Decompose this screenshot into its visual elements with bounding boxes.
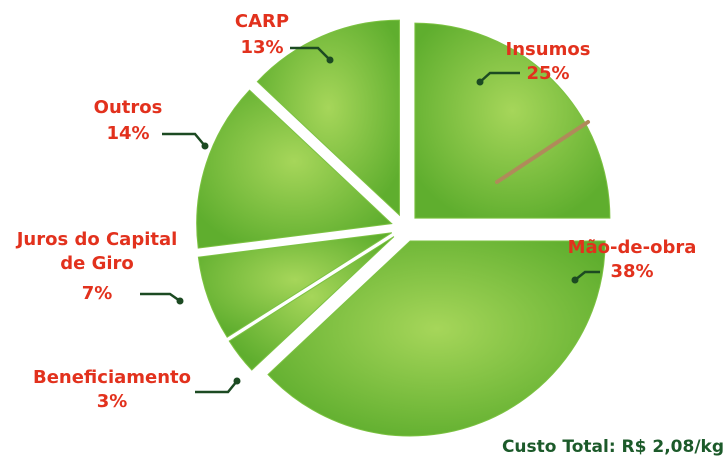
slice-name: Outros <box>68 96 188 120</box>
page: Custo Total: R$ 2,08/kg Insumos25% Mão-de… <box>0 0 728 463</box>
slice-percent: 38% <box>610 260 653 284</box>
slice-percent: 14% <box>106 122 149 146</box>
slice-percent: 25% <box>526 62 569 86</box>
footnote: Custo Total: R$ 2,08/kg <box>502 437 724 457</box>
leader-dot <box>234 378 241 385</box>
slice-percent: 3% <box>97 390 128 414</box>
leader-dot <box>477 79 484 86</box>
leader-dot <box>327 57 334 64</box>
slice-name: Mão-de-obra <box>552 236 712 260</box>
slice-percent: 13% <box>240 36 283 60</box>
leader-line <box>140 294 180 301</box>
slice-name: Beneficiamento <box>12 366 212 390</box>
leader-dot <box>572 277 579 284</box>
slice-name: CARP <box>202 10 322 34</box>
leader-dot <box>177 298 184 305</box>
leader-line <box>162 134 205 146</box>
slice-name: Juros do Capital de Giro <box>10 228 185 276</box>
slice-percent: 7% <box>82 282 113 306</box>
leader-dot <box>202 143 209 150</box>
slice-name: Insumos <box>478 38 618 62</box>
